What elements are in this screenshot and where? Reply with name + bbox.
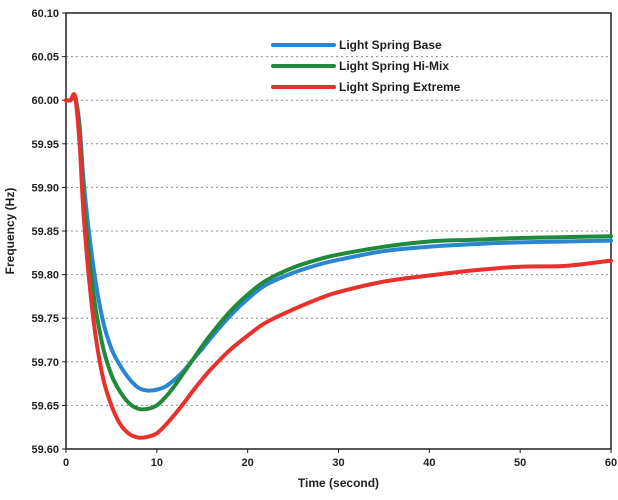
series-lines bbox=[64, 92, 613, 440]
x-axis-title: Time (second) bbox=[298, 476, 379, 490]
legend-item-light-spring-extreme: Light Spring Extreme bbox=[271, 80, 461, 94]
y-tick-label: 59.70 bbox=[31, 357, 59, 369]
y-tick-label: 59.75 bbox=[31, 313, 59, 325]
legend: Light Spring Base Light Spring Hi-Mix Ligh… bbox=[271, 38, 461, 94]
series-line-light-spring-extreme bbox=[64, 92, 613, 440]
legend-label: Light Spring Base bbox=[339, 38, 442, 52]
legend-label: Light Spring Extreme bbox=[339, 80, 461, 94]
series-line-light-spring-base bbox=[64, 93, 613, 393]
x-tick-label: 10 bbox=[151, 457, 163, 469]
y-tick-label: 59.80 bbox=[31, 270, 59, 282]
x-tick-label: 0 bbox=[63, 457, 69, 469]
series-line-light-spring-hi-mix bbox=[64, 93, 613, 412]
y-axis-title: Frequency (Hz) bbox=[3, 188, 17, 275]
y-tick-label: 59.85 bbox=[31, 226, 59, 238]
x-axis-ticks: 0 10 20 30 40 50 60 bbox=[63, 449, 617, 469]
legend-label: Light Spring Hi-Mix bbox=[339, 59, 449, 73]
y-tick-label: 59.90 bbox=[31, 182, 59, 194]
y-tick-label: 59.95 bbox=[31, 139, 59, 151]
x-tick-label: 20 bbox=[242, 457, 254, 469]
y-tick-label: 60.10 bbox=[31, 8, 59, 20]
x-tick-label: 50 bbox=[514, 457, 526, 469]
legend-item-light-spring-hi-mix: Light Spring Hi-Mix bbox=[271, 59, 449, 73]
x-tick-label: 30 bbox=[332, 457, 344, 469]
legend-item-light-spring-base: Light Spring Base bbox=[271, 38, 442, 52]
y-tick-label: 60.05 bbox=[31, 52, 59, 64]
y-axis-ticks: 59.60 59.65 59.70 59.75 59.80 59.85 59.90 59.95… bbox=[31, 8, 66, 456]
y-tick-label: 59.60 bbox=[31, 444, 59, 456]
grid-lines bbox=[66, 56, 611, 406]
x-tick-label: 40 bbox=[423, 457, 435, 469]
x-tick-label: 60 bbox=[605, 457, 617, 469]
y-tick-label: 60.00 bbox=[31, 95, 59, 107]
y-tick-label: 59.65 bbox=[31, 400, 59, 412]
